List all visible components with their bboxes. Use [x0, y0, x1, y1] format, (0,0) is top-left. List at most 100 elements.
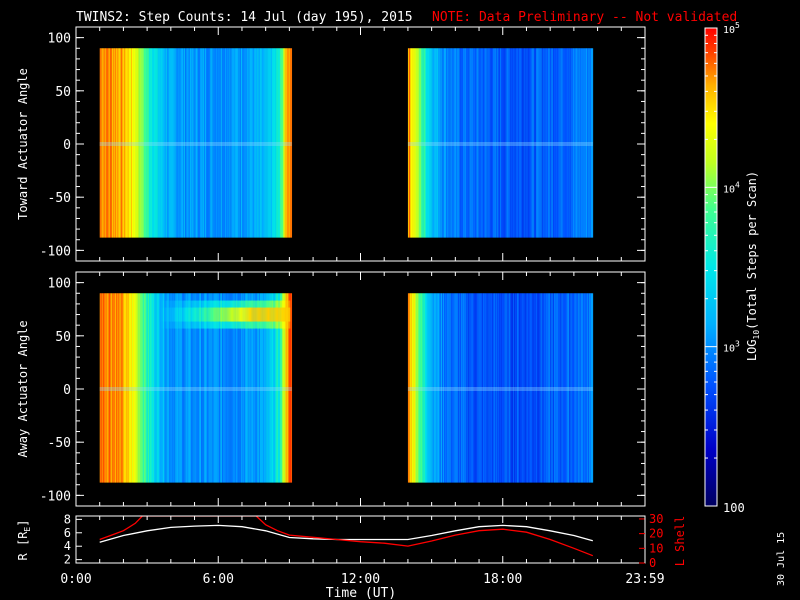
heatmap-column	[473, 48, 475, 238]
heatmap-column	[277, 48, 280, 238]
heatmap-column	[204, 48, 206, 238]
heatmap-column	[412, 48, 414, 238]
heatmap-column	[145, 293, 147, 483]
heatmap-column	[132, 48, 135, 238]
heatmap-column	[260, 48, 263, 238]
heatmap-column	[525, 48, 527, 238]
heatmap-column	[420, 293, 422, 483]
heatmap-column	[447, 48, 449, 238]
enhancement-cell	[246, 307, 248, 322]
heatmap-column	[104, 293, 106, 483]
heatmap-column	[508, 293, 510, 483]
heatmap-column	[584, 48, 586, 238]
heatmap-column	[485, 48, 487, 238]
heatmap-column	[445, 48, 448, 238]
heatmap-column	[475, 293, 477, 483]
enhancement-cell	[184, 307, 186, 322]
heatmap-column	[268, 48, 270, 238]
heatmap-column	[455, 48, 457, 238]
heatmap-column	[559, 293, 561, 483]
enhancement-cell	[188, 307, 191, 322]
heatmap-column	[529, 48, 531, 238]
heatmap-column	[250, 48, 252, 238]
heatmap-column	[189, 293, 192, 483]
enhancement-cell	[225, 307, 228, 322]
heatmap-column	[99, 48, 101, 238]
heatmap-column	[191, 293, 193, 483]
heatmap-column	[112, 48, 115, 238]
heatmap-column	[180, 48, 182, 238]
heatmap-column	[542, 48, 544, 238]
heatmap-column	[449, 293, 451, 483]
heatmap-column	[139, 48, 141, 238]
heatmap-column	[265, 293, 267, 483]
heatmap-column	[232, 293, 234, 483]
enhancement-cell	[193, 307, 195, 322]
heatmap-column	[238, 293, 240, 483]
heatmap-column	[291, 293, 293, 483]
heatmap-column	[133, 293, 136, 483]
heatmap-column	[257, 48, 259, 238]
heatmap-column	[99, 293, 101, 483]
heatmap-column	[228, 293, 230, 483]
heatmap-column	[233, 48, 235, 238]
heatmap-column	[151, 293, 154, 483]
heatmap-column	[129, 48, 131, 238]
enhancement-cell	[159, 307, 161, 322]
heatmap-column	[119, 293, 121, 483]
top-panel-ylabel: Toward Actuator Angle	[16, 68, 30, 220]
heatmap-column	[566, 48, 568, 238]
heatmap-column	[130, 48, 132, 238]
heatmap-column	[509, 48, 511, 238]
heatmap-column	[544, 48, 546, 238]
heatmap-column	[413, 293, 415, 483]
zero-angle-band	[407, 387, 593, 391]
heatmap-column	[561, 48, 563, 238]
heatmap-column	[173, 48, 175, 238]
heatmap-column	[159, 48, 161, 238]
heatmap-column	[577, 293, 579, 483]
heatmap-column	[142, 293, 144, 483]
enhancement-cell	[284, 307, 286, 322]
heatmap-column	[455, 293, 457, 483]
enhancement-cell	[162, 307, 164, 322]
heatmap-column	[217, 48, 219, 238]
heatmap-column	[523, 293, 525, 483]
enhancement-cell	[261, 307, 264, 322]
heatmap-column	[545, 293, 547, 483]
heatmap-column	[424, 293, 427, 483]
heatmap-column	[576, 293, 578, 483]
heatmap-column	[216, 293, 218, 483]
heatmap-column	[185, 48, 187, 238]
enhancement-cell	[223, 307, 226, 322]
heatmap-column	[559, 48, 561, 238]
heatmap-column	[186, 48, 189, 238]
enhancement-cell	[286, 307, 288, 322]
heatmap-column	[247, 48, 249, 238]
heatmap-column	[507, 293, 509, 483]
heatmap-column	[163, 293, 165, 483]
heatmap-column	[218, 48, 220, 238]
heatmap-column	[115, 293, 118, 483]
heatmap-column	[541, 48, 543, 238]
heatmap-column	[438, 293, 440, 483]
heatmap-column	[507, 48, 509, 238]
heatmap-column	[505, 48, 507, 238]
heatmap-column	[434, 293, 436, 483]
heatmap-column	[147, 293, 149, 483]
heatmap-column	[509, 293, 511, 483]
heatmap-column	[432, 293, 434, 483]
heatmap-column	[144, 293, 146, 483]
heatmap-column	[277, 48, 279, 238]
heatmap-column	[198, 48, 200, 238]
heatmap-column	[168, 293, 171, 483]
heatmap-column	[444, 293, 447, 483]
heatmap-column	[158, 48, 160, 238]
heatmap-column	[418, 48, 420, 238]
heatmap-column	[242, 293, 245, 483]
heatmap-column	[270, 48, 272, 238]
heatmap-column	[109, 48, 111, 238]
heatmap-column	[212, 48, 214, 238]
heatmap-column	[437, 293, 439, 483]
heatmap-column	[252, 48, 254, 238]
